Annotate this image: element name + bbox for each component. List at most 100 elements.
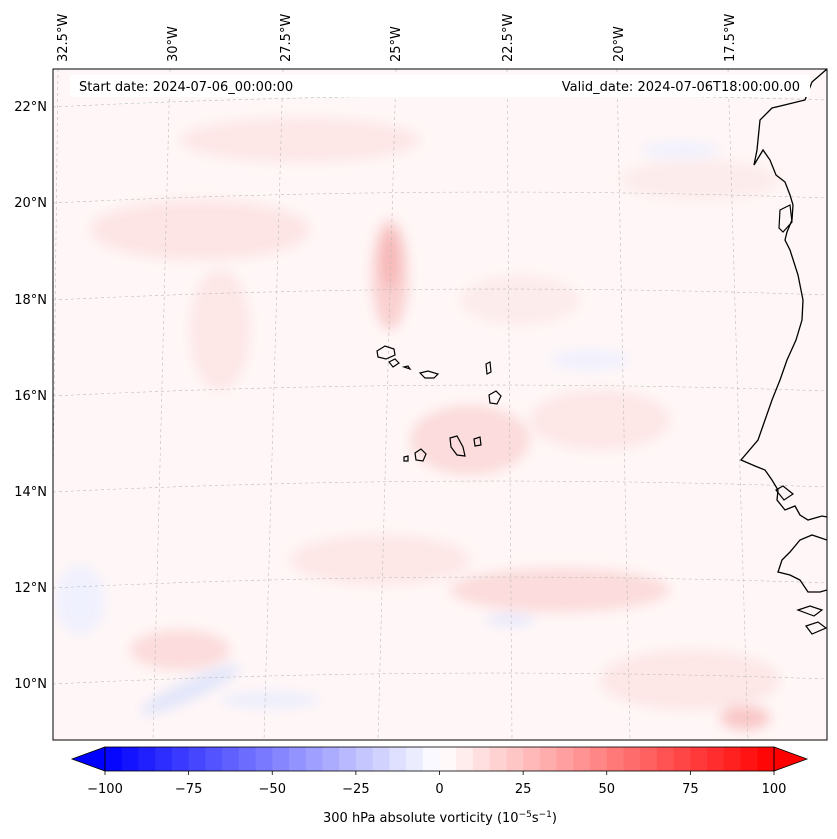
colorbar-tick-label: 75 [682,782,699,797]
colorbar-segment [222,747,240,771]
colorbar-segment [155,747,173,771]
valid-date-text: Valid_date: 2024-07-06T18:00:00.00 [562,80,800,95]
graticule [53,69,827,740]
colorbar-segment [439,747,457,771]
colorbar-segment [138,747,156,771]
vorticity-positive-patch [130,630,230,670]
colorbar-segments [105,747,775,771]
colorbar: −100 −75 −50 −25 0 25 50 75 100 300 hPa absolute… [70,746,809,826]
colorbar-segment [506,747,524,771]
vorticity-positive-patch [382,230,398,290]
vorticity-positive-patch [600,650,780,710]
coast-island [805,621,827,635]
colorbar-segment [339,747,357,771]
colorbar-tick-label: 50 [598,782,615,797]
colorbar-segment [288,747,307,771]
vorticity-positive-patch [410,405,530,475]
island-santa-luzia [401,365,412,371]
vorticity-positive-patch [620,160,780,200]
parallel-line [53,384,827,397]
meridian-line [152,69,171,740]
colorbar-segment [389,747,407,771]
lat-label: 20°N [14,196,47,211]
island-maio [473,436,482,447]
africa-coastline [739,69,827,521]
lat-label: 22°N [14,100,47,115]
colorbar-segment [757,747,775,771]
island-santo-antao [376,345,396,360]
colorbar-min-extend-arrow [70,746,106,772]
parallel-line [53,480,827,493]
colorbar-segment [205,747,223,771]
island-fogo [414,448,427,462]
colorbar-max-extend-arrow [773,746,809,772]
latitude-labels: 22°N 20°N 18°N 16°N 14°N 12°N 10°N [14,100,47,692]
colorbar-segment [690,747,708,771]
parallel-line [53,672,827,685]
colorbar-segment [171,747,190,771]
vorticity-negative-patch [640,142,720,158]
colorbar-segment [422,747,440,771]
colorbar-ticks: −100 −75 −50 −25 0 25 50 75 100 [87,771,786,797]
colorbar-segment [305,747,323,771]
vorticity-negative-patch [55,565,105,635]
colorbar-segment [590,747,608,771]
colorbar-tick-label: −75 [175,782,202,797]
vorticity-positive-patch [90,200,310,260]
island-brava [403,455,409,462]
meridian-line [506,69,513,740]
vorticity-positive-patch [720,706,770,730]
lat-label: 16°N [14,389,47,404]
lat-label: 12°N [14,581,47,596]
vorticity-positive-patch [450,568,670,612]
lat-label: 14°N [14,485,47,500]
colorbar-tick-label: −100 [87,782,123,797]
map-border [52,68,828,741]
vorticity-positive-patch [290,535,470,585]
meridian-line [616,69,631,740]
coast-island [796,605,824,617]
parallel-line [53,95,827,108]
island-sao-nicolau [418,370,440,379]
vorticity-positive-patch [180,118,420,162]
lon-label: 20°W [612,26,627,62]
vorticity-positive-patch [530,390,670,450]
colorbar-segment [355,747,374,771]
colorbar-segment [472,747,491,771]
colorbar-tick-label: −25 [342,782,369,797]
colorbar-segment [556,747,574,771]
meridian-line [727,69,749,740]
colorbar-segment [606,747,624,771]
vorticity-negative-patch [550,350,630,370]
colorbar-segment [623,747,641,771]
map-area: Start date: 2024-07-06_00:00:00 Valid_da… [53,69,827,740]
vorticity-positive-patch [460,275,580,325]
island-sao-vicente [388,358,400,368]
colorbar-segment [707,747,725,771]
lon-label: 22.5°W [501,14,516,62]
colorbar-segment [523,747,541,771]
island-sal [485,361,492,375]
colorbar-tick-label: −50 [259,782,286,797]
date-info-box [70,75,810,97]
lon-label: 17.5°W [723,14,738,62]
coast-island [778,204,793,233]
parallel-line [53,191,827,204]
vorticity-field [55,118,780,730]
cape-verde-islands [376,345,502,462]
colorbar-segment [673,747,691,771]
lon-label: 25°W [389,26,404,62]
meridian-line [263,69,284,740]
vorticity-positive-patch [190,270,250,390]
colorbar-label: 300 hPa absolute vorticity (10−5s−1) [323,810,557,826]
longitude-labels: 32.5°W 30°W 27.5°W 25°W 22.5°W 20°W 17.5… [56,14,738,62]
lat-label: 18°N [14,293,47,308]
vorticity-negative-patch [220,692,320,708]
colorbar-tick-label: 100 [762,782,787,797]
parallel-line [53,288,827,301]
colorbar-segment [255,747,273,771]
colorbar-segment [272,747,290,771]
colorbar-segment [656,747,675,771]
colorbar-segment [456,747,474,771]
